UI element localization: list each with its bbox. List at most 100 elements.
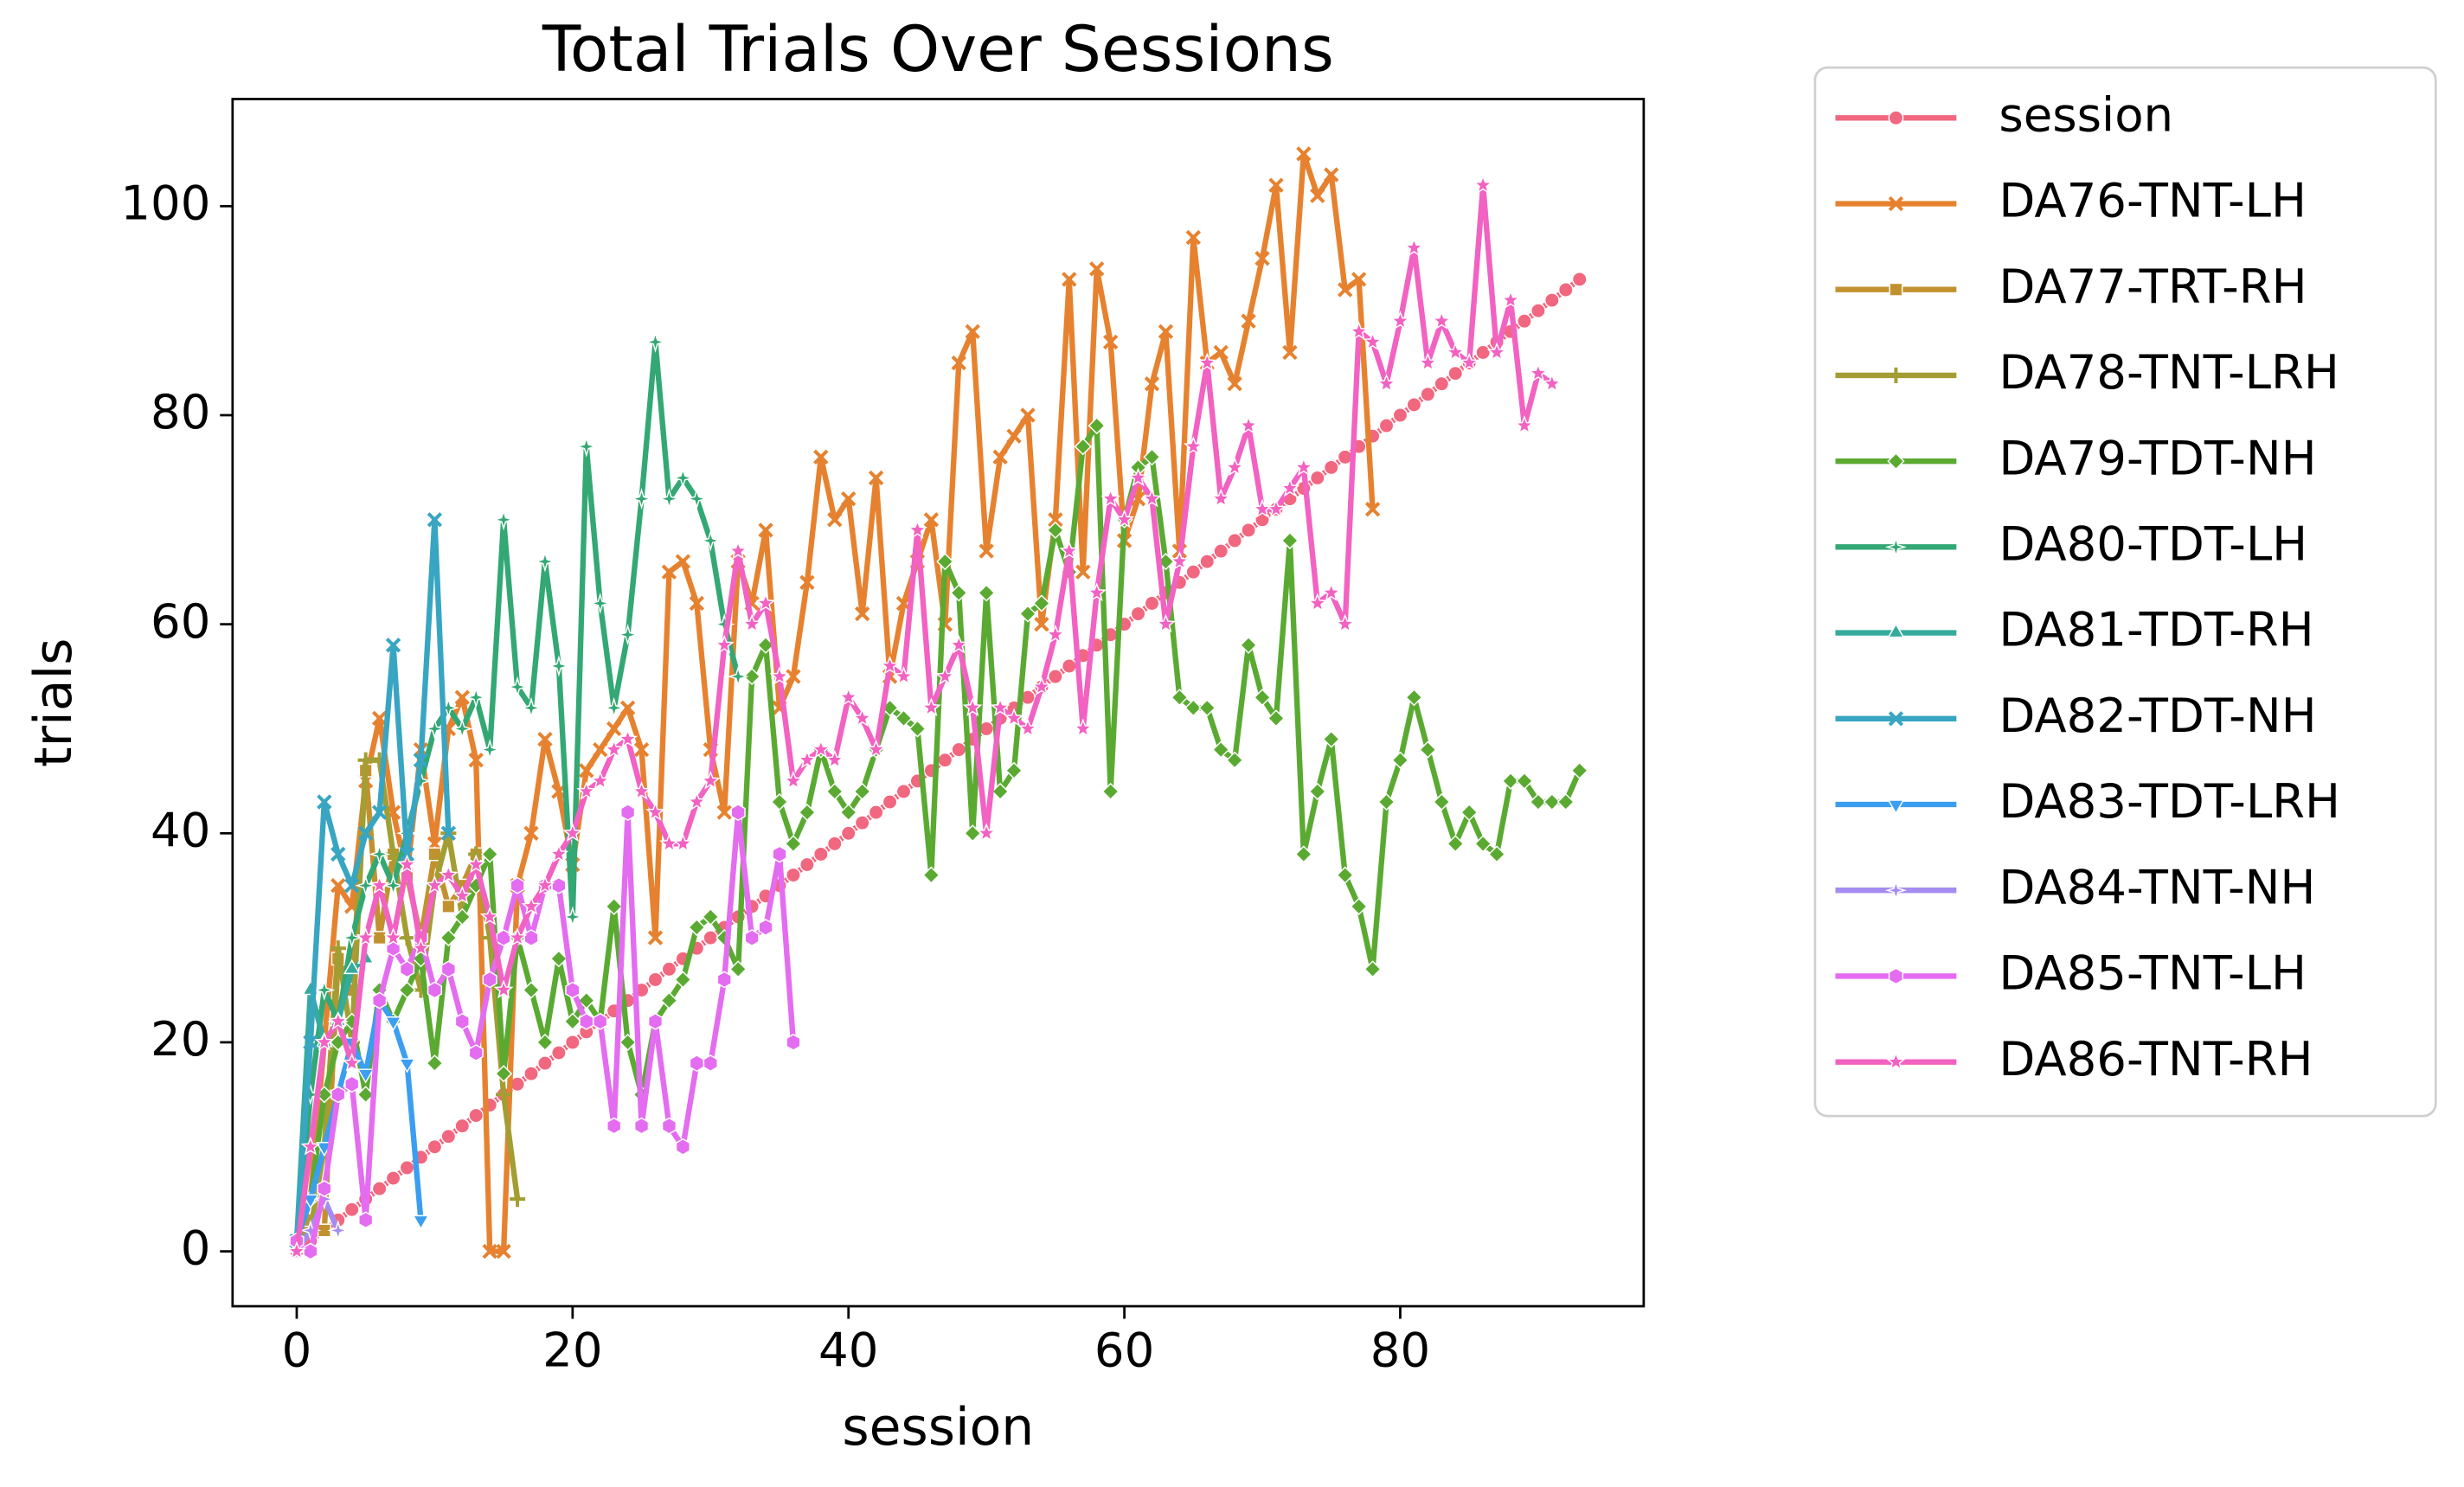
data-point: [1501, 772, 1520, 790]
y-tick-label: 100: [120, 175, 210, 230]
x-tick-label: 0: [282, 1323, 312, 1378]
data-point: [605, 897, 623, 915]
data-point: [990, 697, 1011, 716]
data-point: [1405, 689, 1423, 707]
data-point: [1144, 376, 1160, 392]
data-point: [1517, 313, 1532, 330]
data-point: [440, 825, 457, 841]
data-point: [825, 749, 845, 769]
legend-marker: [1888, 110, 1904, 126]
data-point: [854, 606, 870, 622]
y-tick-label: 0: [181, 1221, 211, 1276]
data-point: [811, 739, 831, 759]
data-point: [425, 875, 445, 894]
data-point: [1543, 792, 1561, 811]
data-point: [440, 929, 458, 947]
data-point: [1142, 488, 1162, 508]
data-point: [493, 979, 514, 999]
data-point: [562, 823, 583, 842]
data-point: [606, 1117, 622, 1135]
series-group: [286, 175, 1562, 1260]
data-point: [1241, 522, 1256, 538]
data-point: [537, 1055, 553, 1072]
legend-marker: [1884, 535, 1907, 558]
data-point: [385, 638, 401, 653]
data-point: [579, 1012, 594, 1030]
data-point: [468, 1107, 484, 1124]
data-point: [496, 929, 511, 947]
data-point: [357, 752, 374, 768]
legend-label: session: [1999, 87, 2173, 142]
plot-frame: [231, 98, 1646, 1308]
data-point: [644, 330, 667, 353]
data-point: [382, 875, 405, 897]
data-point: [1406, 396, 1422, 413]
data-point: [1486, 342, 1507, 362]
data-point: [1226, 751, 1244, 769]
data-point: [769, 666, 790, 685]
data-point: [451, 717, 473, 740]
data-point: [468, 1044, 484, 1061]
data-point: [468, 753, 484, 768]
data-point: [536, 1033, 555, 1052]
data-point: [1460, 804, 1479, 822]
data-point: [786, 867, 801, 883]
data-point: [1045, 624, 1066, 644]
data-point: [1268, 177, 1284, 193]
data-point: [1266, 498, 1287, 518]
data-point: [606, 721, 622, 737]
data-point: [1529, 792, 1548, 811]
data-point: [1088, 416, 1106, 435]
data-point: [327, 1219, 350, 1241]
data-point: [317, 1180, 332, 1198]
data-point: [758, 522, 773, 538]
data-point: [685, 488, 708, 510]
data-point: [948, 634, 969, 654]
data-point: [1391, 751, 1409, 769]
data-point: [371, 804, 388, 820]
legend-marker: [1888, 195, 1904, 212]
legend-marker: [1888, 967, 1903, 985]
legend-marker: [1886, 1051, 1906, 1071]
x-tick-label: 80: [1370, 1323, 1430, 1378]
data-point: [908, 720, 927, 738]
data-point: [689, 1054, 704, 1073]
data-point: [1363, 331, 1383, 351]
legend-marker: [1884, 879, 1907, 901]
data-point: [413, 753, 429, 768]
legend-label: DA82-TDT-NH: [1999, 688, 2316, 743]
data-point: [1364, 502, 1381, 517]
data-point: [1210, 488, 1231, 508]
data-point: [303, 1035, 318, 1050]
data-point: [1473, 175, 1493, 194]
data-point: [826, 836, 843, 852]
data-point: [951, 741, 967, 758]
data-point: [647, 971, 664, 988]
data-point: [534, 550, 556, 573]
data-point: [1487, 845, 1506, 863]
data-point: [923, 512, 940, 528]
data-point: [523, 1066, 539, 1082]
data-point: [399, 930, 415, 946]
data-point: [618, 728, 638, 748]
data-point: [1475, 344, 1492, 361]
data-point: [1324, 167, 1339, 183]
data-point: [922, 866, 940, 884]
data-point: [827, 512, 843, 528]
data-point: [633, 741, 650, 758]
series-line: [293, 997, 424, 1242]
data-point: [1282, 344, 1298, 361]
data-point: [1004, 761, 1023, 779]
data-point: [658, 488, 680, 510]
legend-marker: [1888, 711, 1904, 727]
data-point: [454, 1012, 470, 1030]
data-point: [551, 876, 567, 894]
data-point: [589, 592, 612, 614]
data-point: [1059, 541, 1080, 560]
data-point: [1474, 835, 1492, 853]
data-point: [921, 697, 941, 716]
data-point: [1390, 311, 1410, 330]
data-point: [813, 449, 829, 465]
data-point: [343, 958, 361, 975]
